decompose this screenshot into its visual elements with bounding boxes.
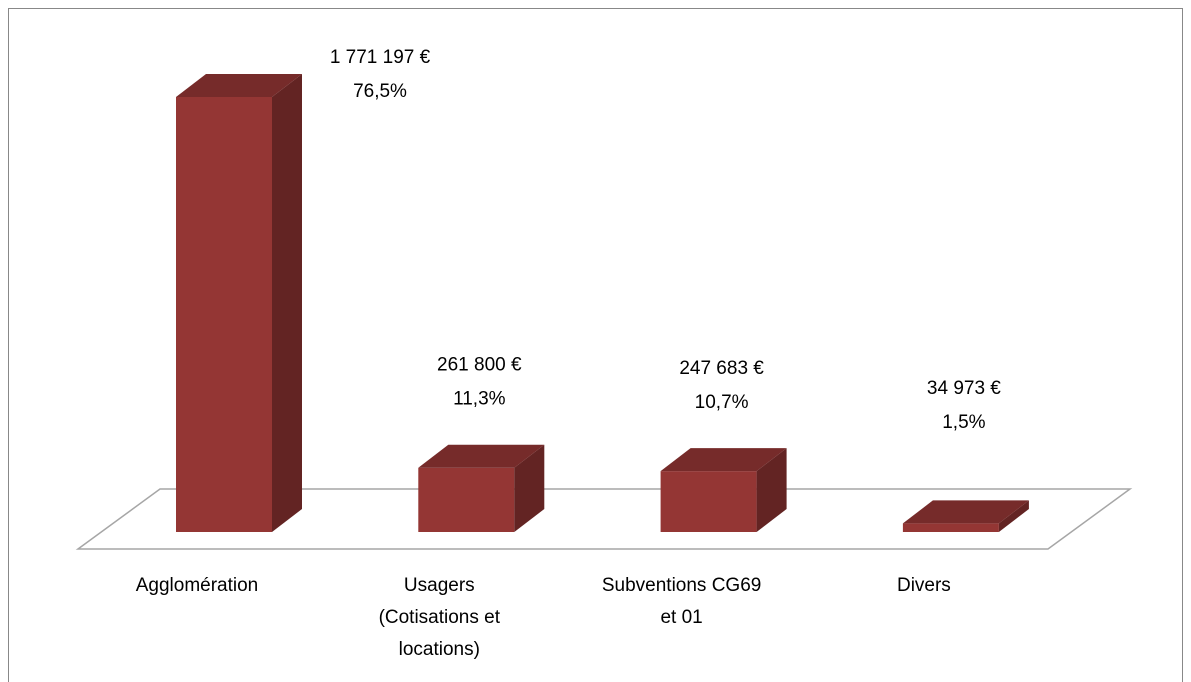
bar-top <box>176 74 302 97</box>
bar-front <box>660 471 757 532</box>
value-label: 261 800 € <box>437 355 522 376</box>
value-label: 247 683 € <box>679 358 764 379</box>
bar-front <box>902 523 999 532</box>
floor <box>75 488 1133 550</box>
bar-top <box>660 448 787 472</box>
bar <box>176 74 302 532</box>
bar-side <box>998 500 1029 532</box>
bar-front <box>418 467 515 532</box>
bar-side <box>272 74 302 532</box>
bar-top <box>902 500 1029 524</box>
bar <box>418 444 545 532</box>
bar <box>902 500 1029 532</box>
bar <box>660 448 787 532</box>
chart-frame <box>8 8 1183 682</box>
bar-front <box>176 97 272 532</box>
x-tick-label: Usagers (Cotisations et locations) <box>378 575 501 660</box>
percent-label: 76,5% <box>353 81 407 102</box>
percent-label: 10,7% <box>695 392 749 413</box>
bar-side <box>514 444 545 532</box>
percent-label: 1,5% <box>942 412 985 433</box>
x-tick-label: Agglomération <box>135 575 259 596</box>
value-label: 1 771 197 € <box>330 47 431 68</box>
value-label: 34 973 € <box>927 378 1001 399</box>
bar-side <box>756 448 787 532</box>
x-tick-label: Subventions CG69 et 01 <box>601 575 762 628</box>
x-tick-label: Divers <box>896 575 951 596</box>
percent-label: 11,3% <box>453 389 506 410</box>
bar-top <box>418 444 545 468</box>
